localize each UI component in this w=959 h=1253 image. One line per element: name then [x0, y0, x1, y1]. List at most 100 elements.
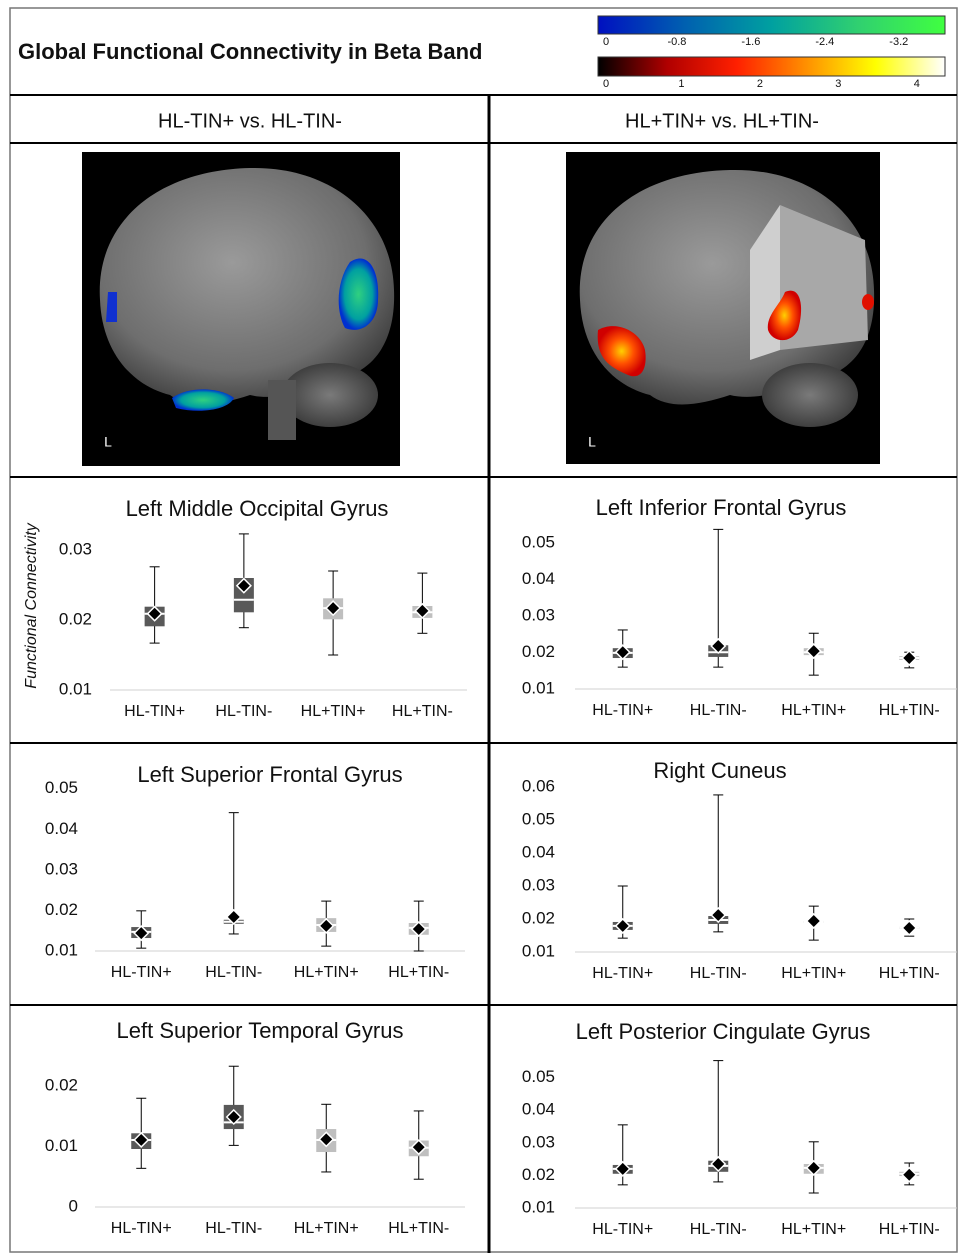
colorbar-tick-label: -2.4 [815, 36, 834, 48]
mean-marker [710, 637, 727, 655]
mean-marker [414, 602, 431, 619]
mean-marker [133, 1131, 150, 1149]
y-tick-label: 0.01 [522, 941, 555, 960]
mean-marker [146, 605, 163, 622]
mean-marker [225, 1108, 242, 1126]
y-tick-label: 0 [69, 1196, 78, 1215]
mean-marker [901, 649, 918, 667]
mean-marker [614, 917, 631, 934]
y-tick-label: 0.02 [45, 900, 78, 919]
colorbar-tick-label: -3.2 [889, 36, 908, 48]
mean-marker [805, 643, 822, 660]
colorbar-tick-label: 3 [835, 78, 841, 90]
comparison-label: HL+TIN+ vs. HL+TIN- [625, 110, 819, 132]
colorbar-tick-label: 0 [603, 36, 609, 48]
x-tick-label: HL-TIN+ [592, 702, 653, 719]
y-tick-label: 0.05 [45, 778, 78, 797]
mean-marker [805, 1159, 822, 1176]
x-tick-label: HL+TIN- [388, 1220, 449, 1237]
x-tick-label: HL+TIN+ [781, 965, 846, 982]
y-tick-label: 0.02 [522, 1165, 555, 1184]
y-tick-label: 0.03 [45, 859, 78, 878]
y-tick-label: 0.03 [59, 539, 92, 558]
y-tick-label: 0.05 [522, 533, 555, 552]
x-tick-label: HL-TIN+ [592, 965, 653, 982]
x-tick-label: HL-TIN+ [111, 1220, 172, 1237]
mean-marker [325, 600, 342, 617]
x-tick-label: HL-TIN- [205, 1220, 262, 1237]
y-tick-label: 0.02 [59, 609, 92, 628]
x-tick-label: HL-TIN- [215, 703, 272, 720]
y-tick-label: 0.01 [522, 678, 555, 697]
y-tick-label: 0.06 [522, 776, 555, 795]
colorbar-tick-label: 4 [914, 78, 920, 90]
y-tick-label: 0.01 [45, 940, 78, 959]
x-tick-label: HL-TIN- [690, 702, 747, 719]
x-tick-label: HL+TIN- [879, 965, 940, 982]
colorbar [597, 15, 946, 35]
mean-marker [410, 1139, 427, 1156]
brain-image-left: L [82, 152, 400, 466]
hemisphere-label: L [588, 434, 596, 450]
chart-title: Left Superior Temporal Gyrus [117, 1018, 404, 1043]
mean-marker [901, 919, 918, 936]
y-tick-label: 0.04 [522, 842, 555, 861]
x-tick-label: HL-TIN- [690, 965, 747, 982]
x-tick-label: HL+TIN- [879, 702, 940, 719]
mean-marker [710, 906, 727, 924]
mean-marker [614, 1160, 631, 1177]
y-tick-label: 0.03 [522, 1132, 555, 1151]
mean-marker [235, 577, 252, 594]
x-tick-label: HL+TIN- [392, 703, 453, 720]
x-tick-label: HL+TIN+ [781, 1221, 846, 1238]
brain-image-right: L [566, 152, 880, 464]
comparison-label: HL-TIN+ vs. HL-TIN- [158, 110, 342, 132]
y-tick-label: 0.04 [45, 819, 78, 838]
x-tick-label: HL-TIN+ [592, 1221, 653, 1238]
chart-title: Left Superior Frontal Gyrus [137, 762, 402, 787]
frame [9, 7, 958, 1253]
chart-title: Right Cuneus [653, 758, 786, 783]
mean-marker [133, 925, 150, 942]
colorbar [597, 56, 946, 77]
colorbar-tick-label: 0 [603, 78, 609, 90]
y-tick-label: 0.02 [522, 642, 555, 661]
x-tick-label: HL-TIN- [205, 964, 262, 981]
mean-marker [710, 1155, 727, 1173]
y-tick-label: 0.01 [522, 1197, 555, 1216]
mean-marker [805, 912, 822, 930]
x-tick-label: HL+TIN- [388, 964, 449, 981]
y-tick-label: 0.04 [522, 1100, 555, 1119]
mean-marker [410, 921, 427, 938]
chart-title: Left Inferior Frontal Gyrus [596, 495, 847, 520]
colorbar-tick-label: -0.8 [667, 36, 686, 48]
x-tick-label: HL-TIN+ [124, 703, 185, 720]
chart-title: Left Posterior Cingulate Gyrus [576, 1019, 871, 1044]
x-tick-label: HL+TIN+ [294, 1220, 359, 1237]
y-tick-label: 0.02 [522, 908, 555, 927]
y-tick-label: 0.03 [522, 875, 555, 894]
mean-marker [225, 908, 242, 925]
mean-marker [901, 1166, 918, 1183]
y-axis-label: Functional Connectivity [23, 522, 40, 688]
chart-title: Left Middle Occipital Gyrus [126, 496, 389, 521]
y-tick-label: 0.01 [59, 679, 92, 698]
colorbar-tick-label: 1 [678, 78, 684, 90]
x-tick-label: HL+TIN+ [781, 702, 846, 719]
y-tick-label: 0.05 [522, 809, 555, 828]
y-tick-label: 0.02 [45, 1076, 78, 1095]
y-tick-label: 0.03 [522, 606, 555, 625]
mean-marker [318, 1131, 335, 1148]
hemisphere-label: L [104, 434, 112, 450]
x-tick-label: HL+TIN- [879, 1221, 940, 1238]
figure-title: Global Functional Connectivity in Beta B… [18, 39, 482, 64]
colorbar-tick-label: -1.6 [741, 36, 760, 48]
colorbar-tick-label: 2 [757, 78, 763, 90]
x-tick-label: HL+TIN+ [294, 964, 359, 981]
x-tick-label: HL-TIN+ [111, 964, 172, 981]
mean-marker [614, 644, 631, 661]
mean-marker [318, 917, 335, 934]
y-tick-label: 0.05 [522, 1067, 555, 1086]
